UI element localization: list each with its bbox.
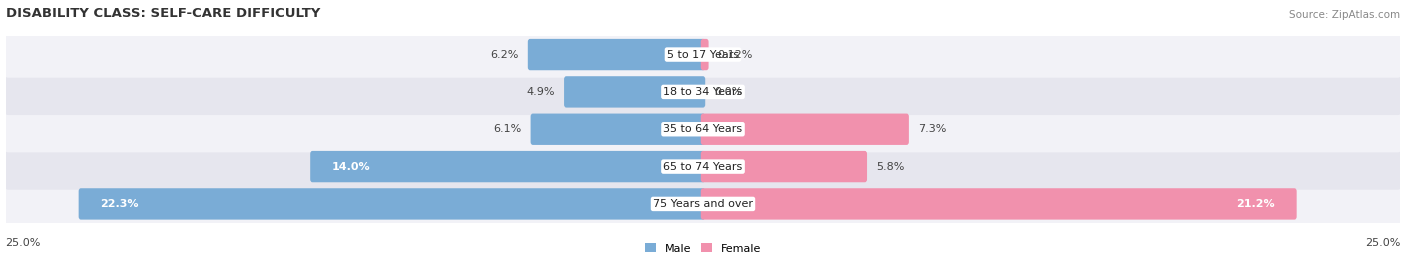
FancyBboxPatch shape: [700, 188, 1296, 219]
Text: 5 to 17 Years: 5 to 17 Years: [666, 50, 740, 59]
Text: 18 to 34 Years: 18 to 34 Years: [664, 87, 742, 97]
Text: 21.2%: 21.2%: [1236, 199, 1275, 209]
FancyBboxPatch shape: [700, 114, 908, 145]
Text: 5.8%: 5.8%: [876, 162, 904, 172]
Text: 14.0%: 14.0%: [332, 162, 371, 172]
Text: 65 to 74 Years: 65 to 74 Years: [664, 162, 742, 172]
Legend: Male, Female: Male, Female: [641, 239, 765, 258]
Text: 35 to 64 Years: 35 to 64 Years: [664, 124, 742, 134]
Text: 7.3%: 7.3%: [918, 124, 946, 134]
FancyBboxPatch shape: [3, 181, 1403, 227]
Text: 75 Years and over: 75 Years and over: [652, 199, 754, 209]
Text: 4.9%: 4.9%: [527, 87, 555, 97]
Text: Source: ZipAtlas.com: Source: ZipAtlas.com: [1289, 10, 1400, 20]
FancyBboxPatch shape: [530, 114, 706, 145]
Text: DISABILITY CLASS: SELF-CARE DIFFICULTY: DISABILITY CLASS: SELF-CARE DIFFICULTY: [6, 7, 321, 20]
Text: 6.2%: 6.2%: [491, 50, 519, 59]
FancyBboxPatch shape: [527, 39, 706, 70]
Text: 22.3%: 22.3%: [100, 199, 139, 209]
Text: 25.0%: 25.0%: [6, 238, 41, 248]
FancyBboxPatch shape: [311, 151, 706, 182]
Text: 0.0%: 0.0%: [714, 87, 742, 97]
FancyBboxPatch shape: [3, 69, 1403, 115]
FancyBboxPatch shape: [79, 188, 706, 219]
FancyBboxPatch shape: [700, 39, 709, 70]
FancyBboxPatch shape: [564, 76, 706, 107]
FancyBboxPatch shape: [3, 143, 1403, 190]
FancyBboxPatch shape: [700, 151, 868, 182]
Text: 25.0%: 25.0%: [1365, 238, 1400, 248]
Text: 6.1%: 6.1%: [494, 124, 522, 134]
FancyBboxPatch shape: [3, 106, 1403, 152]
FancyBboxPatch shape: [3, 31, 1403, 78]
Text: 0.12%: 0.12%: [717, 50, 752, 59]
